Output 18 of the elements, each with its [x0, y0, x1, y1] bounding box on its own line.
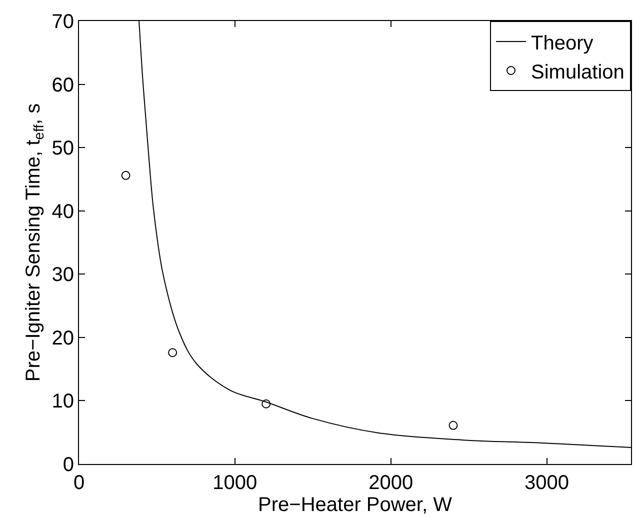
- y-tick-label: 10: [52, 390, 74, 413]
- y-tick-label: 30: [52, 264, 74, 286]
- y-tick-label: 60: [52, 74, 74, 96]
- y-tick-label: 40: [52, 200, 74, 223]
- y-tick-label: 20: [52, 327, 74, 350]
- point: [121, 170, 130, 180]
- y-tick-label: 70: [52, 11, 74, 33]
- point: [262, 399, 271, 408]
- x-tick-label: 1000: [212, 472, 258, 494]
- point: [448, 420, 458, 430]
- y-tick-label: 50: [52, 138, 74, 160]
- point: [168, 348, 178, 358]
- legend-label: Theory: [531, 32, 594, 54]
- legend-label: Simulation: [531, 61, 624, 84]
- x-tick-label: 2000: [368, 472, 414, 494]
- x-axis-title: Pre−Heater Power, W: [258, 494, 452, 516]
- x-tick-label: 3000: [524, 472, 570, 494]
- y-tick-label: 0: [62, 454, 74, 476]
